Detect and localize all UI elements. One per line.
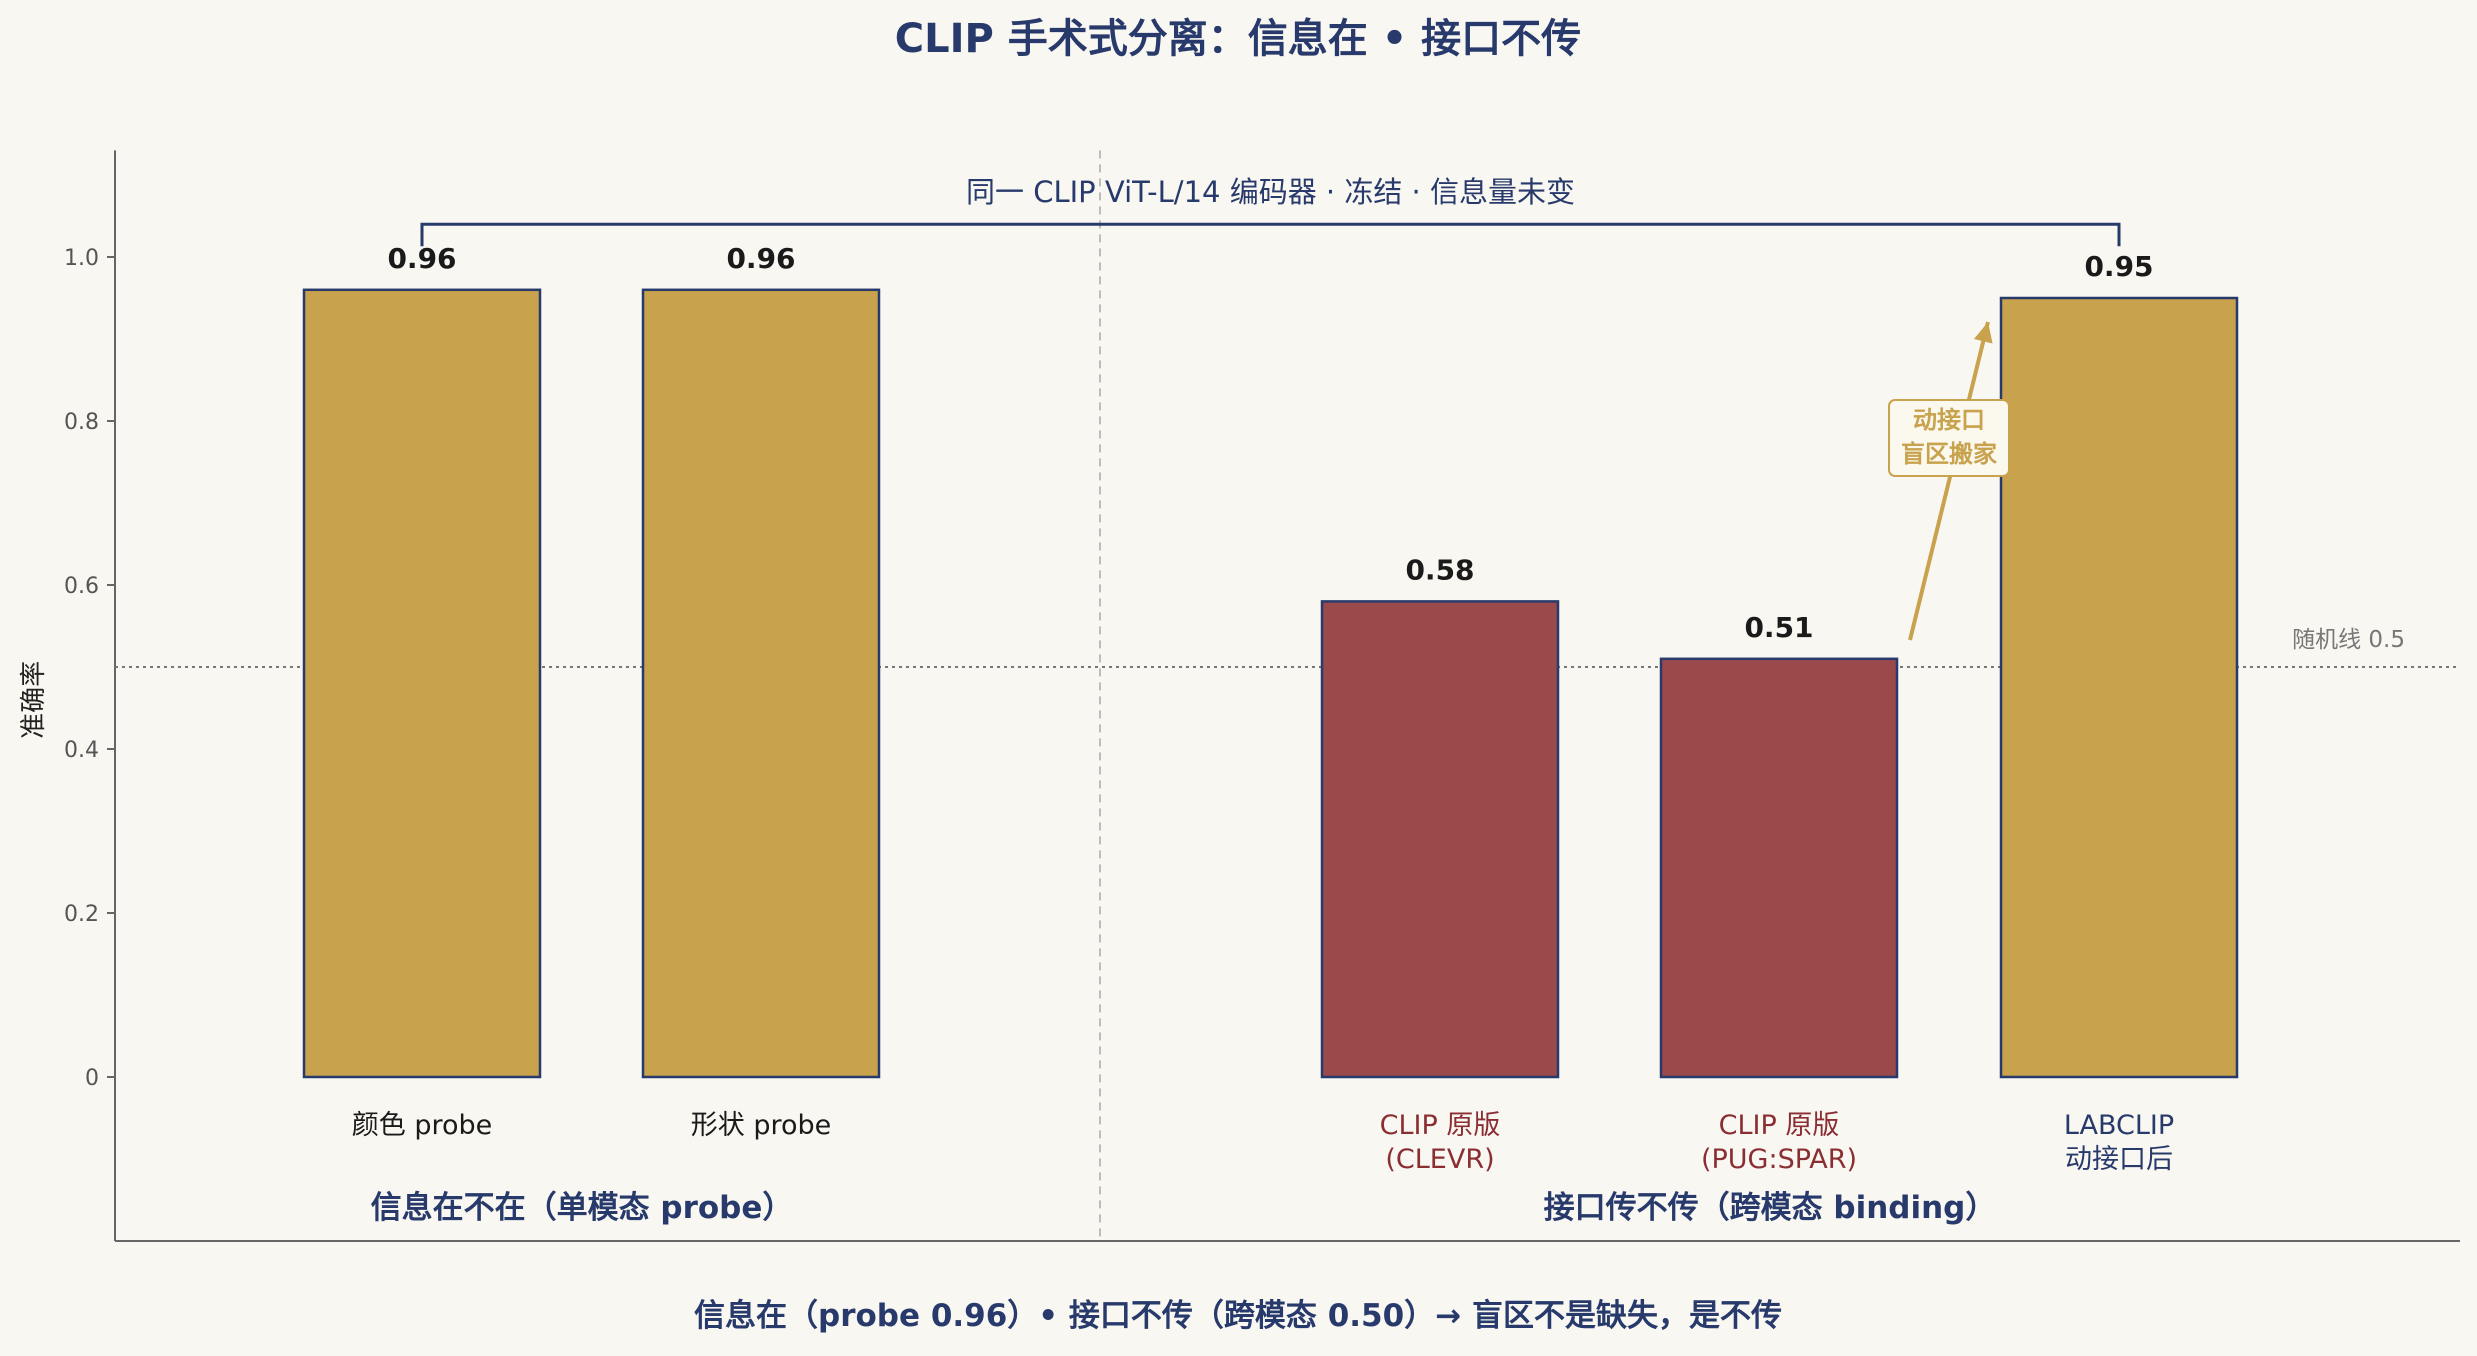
bar — [641, 288, 881, 1079]
y-tick-label: 0 — [85, 1066, 99, 1091]
reference-line-label: 随机线 0.5 — [2292, 627, 2405, 653]
arrowhead — [1973, 322, 1993, 344]
annotation-arrow — [1908, 321, 1990, 641]
category-label: LABCLIP — [2064, 1110, 2174, 1141]
bar — [302, 288, 542, 1079]
annotation-text: 盲区搬家 — [1901, 440, 1997, 468]
bar-value-label: 0.58 — [1405, 553, 1474, 586]
category-label: 动接口后 — [2065, 1144, 2173, 1175]
group-label: 信息在不在（单模态 probe） — [371, 1190, 794, 1226]
annotation-text: 动接口 — [1913, 406, 1985, 434]
y-tick-label: 0.8 — [64, 410, 99, 435]
bracket — [420, 222, 2121, 247]
bar — [1659, 657, 1899, 1079]
bar — [1320, 600, 1560, 1079]
y-tick-label: 1.0 — [64, 246, 99, 271]
y-tick-label: 0.2 — [64, 902, 99, 927]
annotation-box — [1888, 399, 2010, 477]
category-label: CLIP 原版 — [1719, 1110, 1840, 1141]
chart-title: CLIP 手术式分离：信息在 • 接口不传 — [895, 16, 1581, 62]
category-label: 颜色 probe — [352, 1110, 493, 1141]
bracket-label: 同一 CLIP ViT-L/14 编码器 · 冻结 · 信息量未变 — [966, 175, 1575, 209]
category-label: 形状 probe — [691, 1110, 832, 1141]
category-label: (CLEVR) — [1385, 1144, 1494, 1175]
plot-area: 0 0.2 0.4 0.6 0.8 1.0 准确率 随机线 0.5 0.96 颜色 probe 0.… — [19, 150, 2460, 1242]
y-tick-label: 0.6 — [64, 574, 99, 599]
bar-value-label: 0.51 — [1744, 611, 1813, 644]
bar-value-label: 0.96 — [387, 242, 456, 275]
bar — [1999, 296, 2239, 1079]
category-label: CLIP 原版 — [1380, 1110, 1501, 1141]
category-label: (PUG:SPAR) — [1701, 1144, 1857, 1175]
group-label: 接口传不传（跨模态 binding） — [1544, 1190, 1997, 1226]
y-tick-label: 0.4 — [64, 738, 99, 763]
chart-footer: 信息在（probe 0.96）• 接口不传（跨模态 0.50）→ 盲区不是缺失，… — [694, 1298, 1782, 1334]
bar-value-label: 0.95 — [2084, 250, 2153, 283]
bar-value-label: 0.96 — [726, 242, 795, 275]
y-axis-label: 准确率 — [19, 661, 49, 739]
